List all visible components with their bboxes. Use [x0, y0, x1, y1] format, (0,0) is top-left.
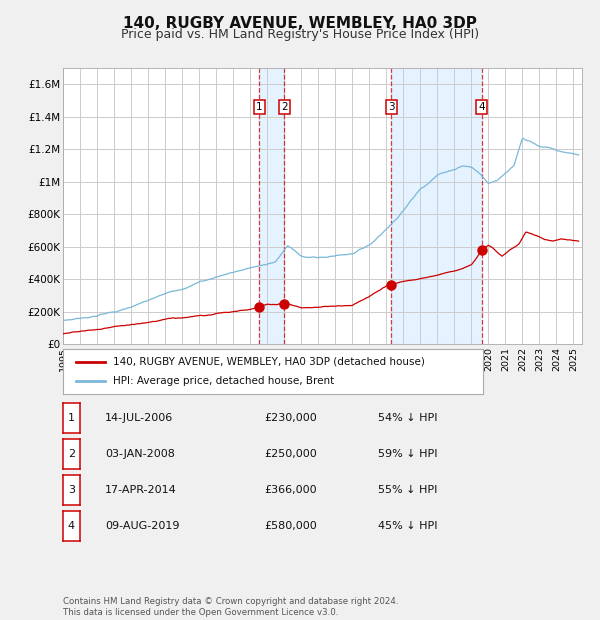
- Text: Contains HM Land Registry data © Crown copyright and database right 2024.
This d: Contains HM Land Registry data © Crown c…: [63, 598, 398, 617]
- Text: 09-AUG-2019: 09-AUG-2019: [105, 521, 179, 531]
- Text: 55% ↓ HPI: 55% ↓ HPI: [378, 485, 437, 495]
- Text: 2: 2: [68, 449, 75, 459]
- Text: 1: 1: [68, 413, 75, 423]
- Text: 140, RUGBY AVENUE, WEMBLEY, HA0 3DP: 140, RUGBY AVENUE, WEMBLEY, HA0 3DP: [123, 16, 477, 30]
- Text: 2: 2: [281, 102, 287, 112]
- Text: £580,000: £580,000: [264, 521, 317, 531]
- Bar: [259, 68, 284, 344]
- Text: Price paid vs. HM Land Registry's House Price Index (HPI): Price paid vs. HM Land Registry's House …: [121, 28, 479, 41]
- Bar: [391, 68, 482, 344]
- Text: 59% ↓ HPI: 59% ↓ HPI: [378, 449, 437, 459]
- Text: £230,000: £230,000: [264, 413, 317, 423]
- Text: 4: 4: [68, 521, 75, 531]
- Text: £366,000: £366,000: [264, 485, 317, 495]
- Text: 14-JUL-2006: 14-JUL-2006: [105, 413, 173, 423]
- Text: 140, RUGBY AVENUE, WEMBLEY, HA0 3DP (detached house): 140, RUGBY AVENUE, WEMBLEY, HA0 3DP (det…: [113, 356, 425, 366]
- Text: HPI: Average price, detached house, Brent: HPI: Average price, detached house, Bren…: [113, 376, 335, 386]
- Text: 45% ↓ HPI: 45% ↓ HPI: [378, 521, 437, 531]
- Text: 3: 3: [388, 102, 395, 112]
- Text: 03-JAN-2008: 03-JAN-2008: [105, 449, 175, 459]
- Text: 1: 1: [256, 102, 263, 112]
- Text: 4: 4: [478, 102, 485, 112]
- Text: £250,000: £250,000: [264, 449, 317, 459]
- Text: 54% ↓ HPI: 54% ↓ HPI: [378, 413, 437, 423]
- Text: 17-APR-2014: 17-APR-2014: [105, 485, 177, 495]
- Text: 3: 3: [68, 485, 75, 495]
